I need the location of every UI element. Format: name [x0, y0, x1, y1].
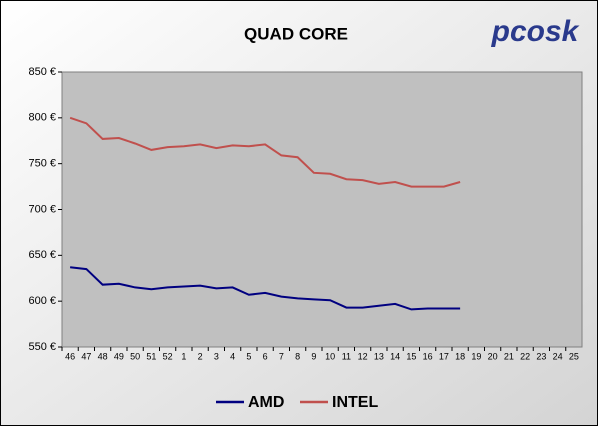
x-tick-label: 2 — [198, 351, 203, 361]
plot-area — [61, 71, 583, 348]
x-tick-label: 19 — [471, 351, 481, 361]
y-tick-label: 600 € — [28, 295, 56, 307]
x-tick-label: 23 — [536, 351, 546, 361]
y-tick-label: 850 € — [28, 66, 56, 78]
x-tick-label: 12 — [358, 351, 368, 361]
legend-label: INTEL — [332, 394, 378, 411]
x-tick-label: 1 — [181, 351, 186, 361]
legend-label: AMD — [248, 394, 284, 411]
x-tick-label: 47 — [81, 351, 91, 361]
x-tick-label: 9 — [311, 351, 316, 361]
x-tick-label: 20 — [488, 351, 498, 361]
line-series — [70, 266, 461, 311]
x-tick-label: 15 — [406, 351, 416, 361]
y-tick-label: 800 € — [28, 112, 56, 124]
y-tick-label: 750 € — [28, 158, 56, 170]
y-tick-label: 650 € — [28, 249, 56, 261]
x-tick-label: 8 — [295, 351, 300, 361]
y-tick-label: 550 € — [28, 341, 56, 353]
x-tick-label: 5 — [246, 351, 251, 361]
x-tick-label: 21 — [504, 351, 514, 361]
x-tick-label: 51 — [146, 351, 156, 361]
x-tick-label: 50 — [130, 351, 140, 361]
x-tick-label: 4 — [230, 351, 235, 361]
x-tick-label: 49 — [114, 351, 124, 361]
x-tick-label: 17 — [439, 351, 449, 361]
x-tick-label: 22 — [520, 351, 530, 361]
x-tick-label: 7 — [279, 351, 284, 361]
x-tick-label: 46 — [65, 351, 75, 361]
x-tick-label: 18 — [455, 351, 465, 361]
x-tick-label: 6 — [263, 351, 268, 361]
line-series — [69, 116, 461, 188]
x-tick-label: 52 — [163, 351, 173, 361]
x-tick-label: 11 — [342, 351, 351, 361]
x-tick-label: 48 — [98, 351, 108, 361]
chart-title: QUAD CORE — [244, 24, 348, 43]
x-tick-label: 16 — [423, 351, 433, 361]
x-tick-label: 3 — [214, 351, 219, 361]
x-tick-label: 14 — [390, 351, 400, 361]
x-tick-label: 10 — [325, 351, 335, 361]
x-tick-label: 13 — [374, 351, 384, 361]
x-tick-label: 25 — [569, 351, 579, 361]
x-tick-label: 24 — [553, 351, 563, 361]
logo: pcosk — [491, 15, 580, 48]
y-tick-label: 700 € — [28, 203, 56, 215]
